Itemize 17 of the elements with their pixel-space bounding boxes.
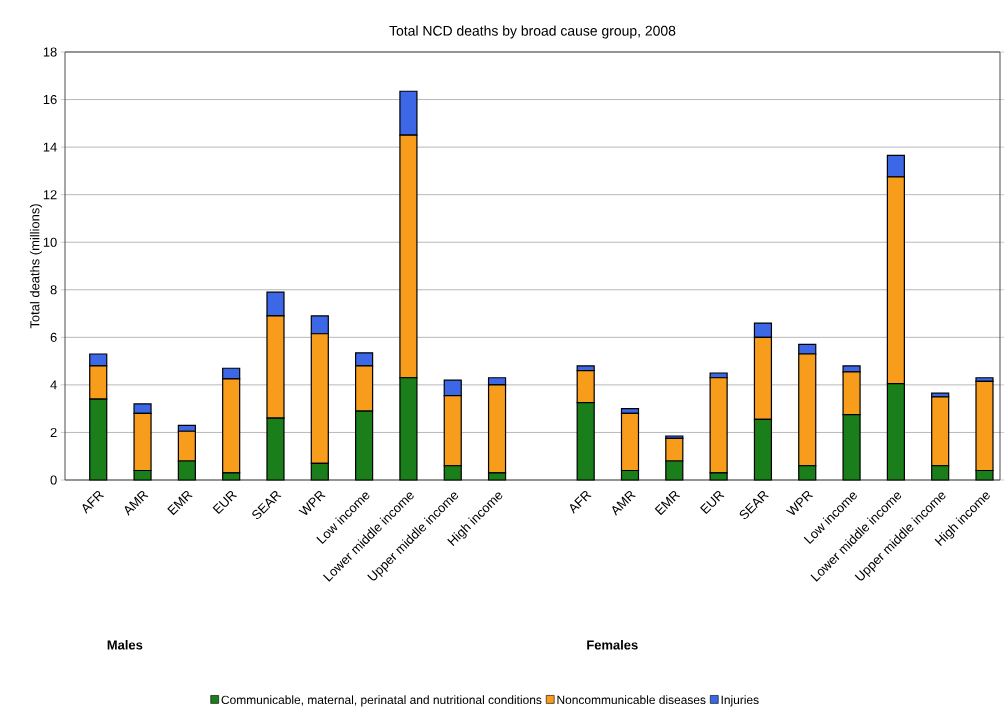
text: Females [587, 640, 638, 650]
legend-label: Injuries [721, 695, 759, 707]
y-tick-label: 12 [43, 190, 57, 200]
y-tick-label: 16 [43, 94, 57, 105]
y-tick-label: 8 [50, 285, 57, 295]
text: Males [107, 640, 143, 650]
y-tick-label: 4 [50, 380, 57, 390]
y-axis-title: Total deaths (millions) [29, 204, 42, 329]
y-tick-label: 2 [50, 427, 57, 437]
y-tick-label: 18 [43, 47, 57, 57]
y-tick-label: 10 [43, 237, 57, 247]
legend-label: Noncommunicable diseases [557, 695, 706, 705]
y-tick-label: 0 [50, 475, 57, 485]
y-tick-label: 6 [50, 332, 57, 342]
y-tick-label: 14 [43, 142, 57, 152]
chart-title: Total NCD deaths by broad cause group, 2008 [389, 25, 676, 39]
legend-label: Communicable, maternal, perinatal and nutritional conditions [221, 695, 542, 707]
